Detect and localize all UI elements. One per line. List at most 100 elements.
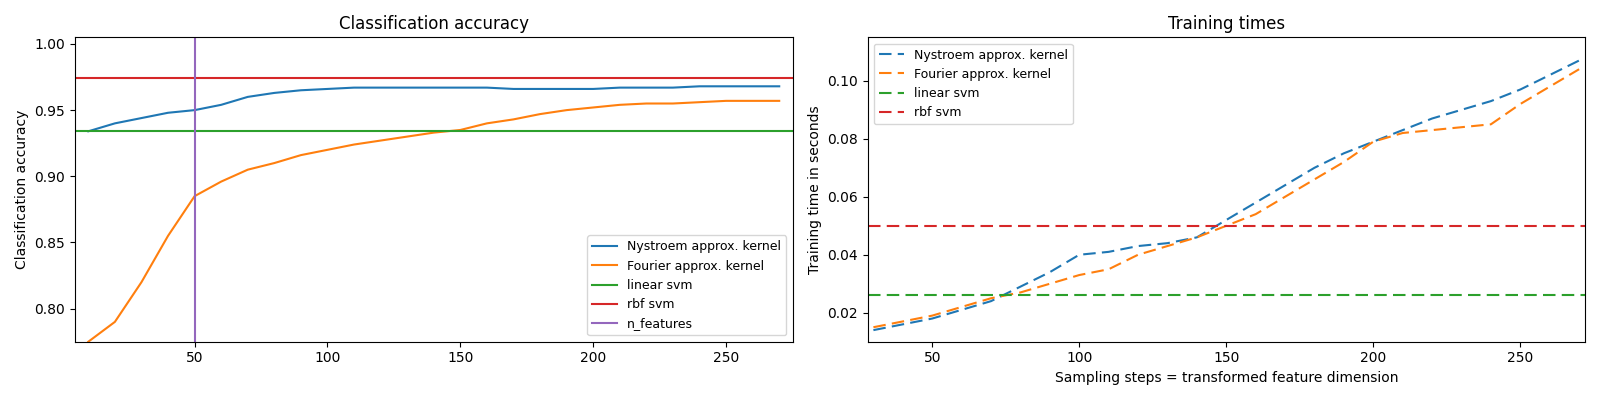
Nystroem approx. kernel	[477, 85, 496, 90]
Nystroem approx. kernel	[1158, 241, 1178, 246]
Fourier approx. kernel	[610, 102, 629, 107]
Fourier approx. kernel	[557, 108, 576, 112]
Fourier approx. kernel	[690, 100, 709, 104]
Fourier approx. kernel	[397, 134, 416, 139]
Nystroem approx. kernel	[504, 86, 523, 91]
Nystroem approx. kernel	[557, 86, 576, 91]
Fourier approx. kernel	[1216, 223, 1235, 228]
Y-axis label: Training time in seconds: Training time in seconds	[808, 105, 821, 274]
Fourier approx. kernel	[1128, 252, 1147, 257]
Nystroem approx. kernel	[981, 299, 1000, 304]
Fourier approx. kernel	[1306, 177, 1325, 182]
linear svm	[54, 129, 74, 134]
Nystroem approx. kernel	[1216, 218, 1235, 222]
Fourier approx. kernel	[158, 234, 178, 238]
Nystroem approx. kernel	[664, 85, 683, 90]
Fourier approx. kernel	[451, 128, 470, 132]
Nystroem approx. kernel	[923, 316, 942, 321]
X-axis label: Sampling steps = transformed feature dimension: Sampling steps = transformed feature dim…	[1054, 371, 1398, 385]
Nystroem approx. kernel	[1451, 108, 1470, 112]
Nystroem approx. kernel	[158, 110, 178, 115]
Fourier approx. kernel	[1451, 125, 1470, 130]
Nystroem approx. kernel	[1246, 200, 1266, 205]
Nystroem approx. kernel	[186, 108, 205, 112]
Fourier approx. kernel	[952, 304, 971, 309]
Nystroem approx. kernel	[1187, 235, 1206, 240]
Nystroem approx. kernel	[371, 85, 390, 90]
Nystroem approx. kernel	[1099, 250, 1118, 254]
Nystroem approx. kernel	[1275, 183, 1294, 188]
Fourier approx. kernel	[291, 153, 310, 158]
Nystroem approx. kernel	[344, 85, 363, 90]
Title: Training times: Training times	[1168, 15, 1285, 33]
Nystroem approx. kernel	[451, 85, 470, 90]
Fourier approx. kernel	[637, 101, 656, 106]
Fourier approx. kernel	[211, 179, 230, 184]
Nystroem approx. kernel	[952, 308, 971, 312]
Nystroem approx. kernel	[211, 102, 230, 107]
Nystroem approx. kernel	[264, 90, 283, 95]
Fourier approx. kernel	[238, 167, 258, 172]
Fourier approx. kernel	[1363, 139, 1382, 144]
Y-axis label: Classification accuracy: Classification accuracy	[14, 110, 29, 269]
Fourier approx. kernel	[1482, 122, 1501, 127]
Nystroem approx. kernel	[717, 84, 736, 89]
Fourier approx. kernel	[770, 98, 789, 103]
Line: Nystroem approx. kernel: Nystroem approx. kernel	[874, 60, 1579, 330]
Nystroem approx. kernel	[893, 322, 912, 327]
Fourier approx. kernel	[186, 194, 205, 198]
Nystroem approx. kernel	[690, 84, 709, 89]
linear svm	[53, 129, 72, 134]
Fourier approx. kernel	[584, 105, 603, 110]
Fourier approx. kernel	[531, 112, 550, 116]
Nystroem approx. kernel	[238, 94, 258, 99]
rbf svm	[779, 223, 798, 228]
Nystroem approx. kernel	[1510, 87, 1530, 92]
Legend: Nystroem approx. kernel, Fourier approx. kernel, linear svm, rbf svm, n_features: Nystroem approx. kernel, Fourier approx.…	[587, 236, 786, 336]
Fourier approx. kernel	[717, 98, 736, 103]
Nystroem approx. kernel	[1334, 151, 1354, 156]
Line: Fourier approx. kernel: Fourier approx. kernel	[874, 69, 1579, 327]
Fourier approx. kernel	[318, 148, 338, 152]
Fourier approx. kernel	[504, 117, 523, 122]
Fourier approx. kernel	[1394, 130, 1413, 135]
Nystroem approx. kernel	[1306, 165, 1325, 170]
Fourier approx. kernel	[923, 313, 942, 318]
Nystroem approx. kernel	[742, 84, 762, 89]
Nystroem approx. kernel	[531, 86, 550, 91]
linear svm	[776, 293, 795, 298]
rbf svm	[53, 76, 72, 81]
Fourier approx. kernel	[264, 161, 283, 166]
Nystroem approx. kernel	[131, 116, 150, 120]
Nystroem approx. kernel	[1394, 128, 1413, 132]
Nystroem approx. kernel	[637, 85, 656, 90]
rbf svm	[776, 223, 795, 228]
Fourier approx. kernel	[1158, 244, 1178, 248]
Fourier approx. kernel	[1541, 84, 1560, 89]
Line: Nystroem approx. kernel: Nystroem approx. kernel	[88, 86, 779, 131]
Nystroem approx. kernel	[1011, 284, 1030, 289]
Nystroem approx. kernel	[318, 86, 338, 91]
Fourier approx. kernel	[742, 98, 762, 103]
Nystroem approx. kernel	[1570, 58, 1589, 63]
Fourier approx. kernel	[893, 319, 912, 324]
Fourier approx. kernel	[424, 130, 443, 135]
Nystroem approx. kernel	[1541, 73, 1560, 78]
Title: Classification accuracy: Classification accuracy	[339, 15, 528, 33]
Fourier approx. kernel	[1099, 267, 1118, 272]
Fourier approx. kernel	[1040, 281, 1059, 286]
Fourier approx. kernel	[1275, 194, 1294, 199]
Nystroem approx. kernel	[291, 88, 310, 93]
Fourier approx. kernel	[1510, 102, 1530, 106]
Fourier approx. kernel	[1570, 67, 1589, 72]
Fourier approx. kernel	[78, 339, 98, 344]
Line: Fourier approx. kernel: Fourier approx. kernel	[88, 101, 779, 342]
Fourier approx. kernel	[1070, 273, 1090, 278]
rbf svm	[54, 76, 74, 81]
Fourier approx. kernel	[1011, 290, 1030, 295]
Nystroem approx. kernel	[584, 86, 603, 91]
Fourier approx. kernel	[106, 320, 125, 324]
Nystroem approx. kernel	[1363, 139, 1382, 144]
Fourier approx. kernel	[477, 121, 496, 126]
linear svm	[779, 293, 798, 298]
